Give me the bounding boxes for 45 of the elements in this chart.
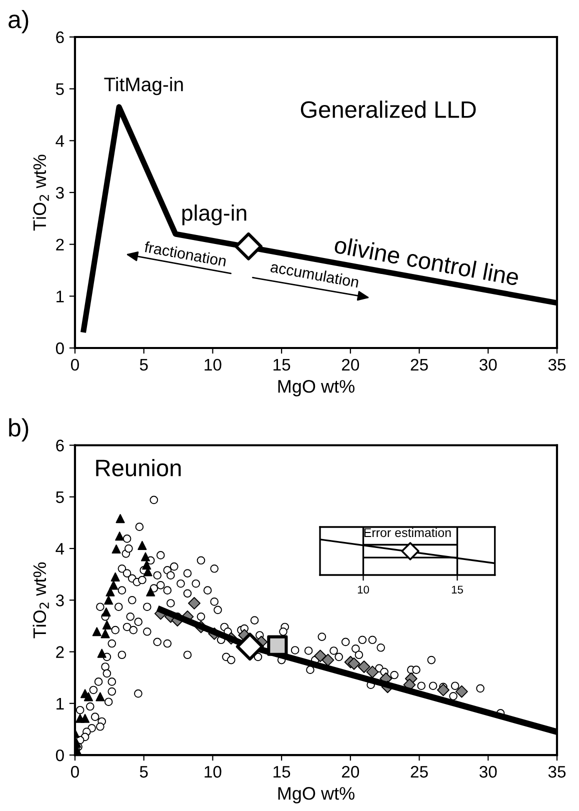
y-tick-label: 4 [56, 135, 64, 147]
x-tick-label: 30 [480, 766, 497, 778]
y-tick-label: 3 [56, 594, 64, 606]
x-tick-label: 35 [548, 358, 566, 371]
x-tick-label: 10 [204, 358, 222, 371]
y-tick-label: 1 [56, 290, 64, 302]
x-axis-title: MgO wt% [278, 787, 354, 804]
annotation: Reunion [96, 459, 181, 476]
x-tick-label: 20 [342, 358, 360, 371]
y-tick-label: 6 [56, 31, 64, 44]
x-tick-label: 35 [548, 766, 566, 778]
x-tick-label: 0 [70, 766, 79, 778]
y-tick-label: 5 [56, 83, 64, 96]
x-tick-label: 15 [452, 586, 463, 594]
y-tick-label: 2 [56, 646, 64, 658]
y-tick-label: 4 [56, 543, 64, 555]
y-tick-label: 0 [56, 749, 64, 762]
x-tick-label: 0 [70, 358, 79, 371]
x-tick-label: 25 [410, 766, 428, 778]
chart-title: Error estimation [364, 528, 451, 538]
chart-title: b) [9, 418, 28, 442]
y-tick-label: 0 [56, 342, 64, 354]
y-axis-title: TiO$_{2}$ wt% [32, 154, 49, 231]
chart-title: a) [8, 10, 28, 34]
x-tick-label: 20 [342, 766, 360, 778]
x-tick-label: 25 [410, 358, 428, 371]
x-tick-label: 10 [204, 766, 222, 778]
annotation: plag-in [182, 204, 246, 226]
y-tick-label: 2 [56, 238, 64, 250]
annotation: Generalized LLD [300, 100, 476, 118]
x-tick-label: 5 [140, 359, 148, 371]
x-tick-label: 10 [358, 586, 370, 594]
y-tick-label: 5 [56, 491, 64, 504]
x-tick-label: 5 [140, 766, 148, 778]
x-tick-label: 15 [274, 766, 290, 778]
annotation: fractionation [144, 240, 227, 267]
x-tick-label: 30 [480, 358, 497, 371]
x-axis-title: MgO wt% [278, 380, 354, 396]
y-tick-label: 1 [56, 698, 64, 710]
y-tick-label: 6 [56, 440, 64, 452]
annotation: accumulation [270, 260, 360, 288]
y-axis-title: TiO$_{2}$ wt% [32, 562, 49, 638]
y-tick-label: 3 [56, 186, 64, 199]
x-tick-label: 15 [274, 359, 290, 371]
annotation: TitMag-in [104, 77, 183, 96]
